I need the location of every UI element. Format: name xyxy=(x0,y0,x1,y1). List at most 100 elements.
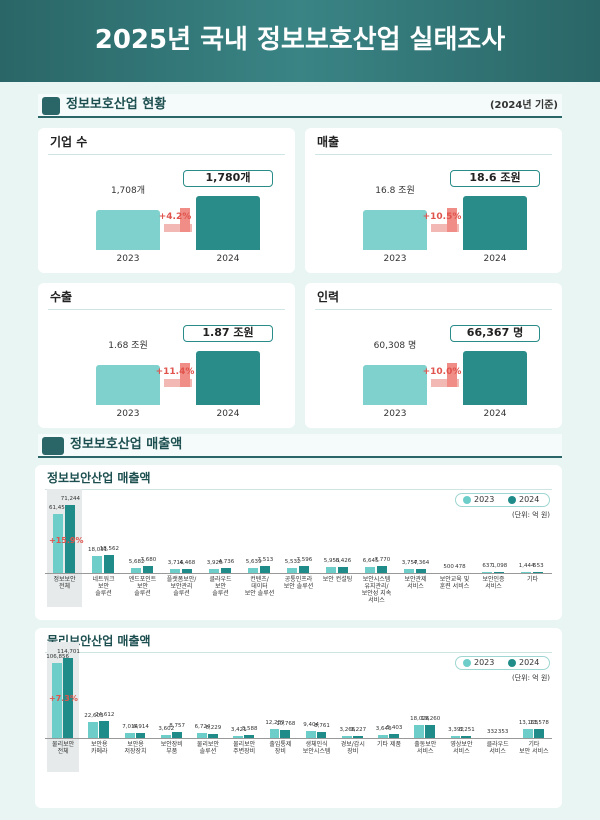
kpi-year: 2023 xyxy=(383,409,407,419)
value-label: 6,724 xyxy=(194,724,211,731)
bar xyxy=(337,566,349,573)
value-label: 5,403 xyxy=(386,725,403,732)
x-tick-label: 보안교육 및 훈련 서비스 xyxy=(439,576,470,590)
value-label: 5,953 xyxy=(323,558,340,565)
legend-swatch xyxy=(463,659,471,667)
kpi-growth: +11.4% xyxy=(155,367,195,377)
bar xyxy=(52,663,63,738)
bar xyxy=(99,720,110,738)
chart-rule xyxy=(45,652,552,653)
bar xyxy=(286,567,298,573)
x-tick-label: 경보/감시 장비 xyxy=(340,741,365,755)
value-label: 637 xyxy=(482,563,493,570)
value-label: 3,392 xyxy=(448,726,464,733)
section-note: (2024년 기준) xyxy=(489,100,558,111)
value-label: 3,920 xyxy=(206,560,223,567)
growth-arrow-head xyxy=(447,208,457,232)
legend-label: 2023 xyxy=(474,495,495,504)
kpi-block-2024 xyxy=(463,351,527,405)
legend-label: 2024 xyxy=(519,495,540,504)
kpi-rule xyxy=(315,309,552,310)
value-label: 3,227 xyxy=(350,726,367,733)
value-label: 4,736 xyxy=(218,559,235,566)
kpi-value-2024: 1.87 조원 xyxy=(183,325,273,342)
legend-swatch xyxy=(508,659,516,667)
growth-arrow xyxy=(164,379,192,387)
kpi-rule xyxy=(48,309,285,310)
kpi-year: 2024 xyxy=(216,254,240,264)
section-title: 정보보호산업 현황 xyxy=(66,97,167,112)
bar xyxy=(52,514,64,573)
x-tick-label: 생체인식 보안시스템 xyxy=(302,741,331,755)
bar xyxy=(493,571,505,573)
value-label: 6,229 xyxy=(205,724,222,731)
kpi-block-2024 xyxy=(196,351,260,405)
bar xyxy=(91,555,103,573)
bar xyxy=(533,728,544,738)
growth-arrow-head xyxy=(180,208,190,232)
kpi-value-2023: 16.8 조원 xyxy=(375,186,415,196)
x-tick-label: 정보보안 전체 xyxy=(53,576,76,590)
unit-label: (단위: 억 원) xyxy=(511,674,550,682)
value-label: 10,768 xyxy=(276,721,296,728)
bar xyxy=(142,565,154,573)
bar xyxy=(160,735,171,738)
bar xyxy=(124,733,135,738)
bar xyxy=(233,735,244,738)
x-tick-label: 보안 컨설팅 xyxy=(322,576,353,583)
kpi-year: 2023 xyxy=(383,254,407,264)
value-label: 5,639 xyxy=(245,558,262,565)
value-label: 106,856 xyxy=(46,654,70,661)
bar xyxy=(259,565,271,573)
section-icon xyxy=(42,97,60,115)
x-tick-label: 클라우드 보안 솔루션 xyxy=(209,576,232,597)
bar xyxy=(325,567,337,573)
legend-swatch xyxy=(463,496,471,504)
value-label: 3,602 xyxy=(158,726,175,733)
value-label: 18,562 xyxy=(99,546,119,553)
bar xyxy=(244,735,255,738)
kpi-growth: +4.2% xyxy=(158,212,192,222)
bar xyxy=(64,505,76,573)
x-tick-label: 보안인증 서비스 xyxy=(482,576,505,590)
chart-card xyxy=(35,628,562,808)
growth-arrow-head xyxy=(180,363,190,387)
bar xyxy=(130,567,142,573)
x-tick-label: 보안시스템 유지관리/ 보안성 지속 서비스 xyxy=(361,576,392,604)
kpi-title: 매출 xyxy=(317,135,340,149)
x-tick-label: 물리보안 솔루션 xyxy=(196,741,219,755)
kpi-value-2024: 1,780개 xyxy=(183,170,273,187)
kpi-value-2024: 66,367 명 xyxy=(450,325,540,342)
value-label: 1,444 xyxy=(518,562,535,569)
bar xyxy=(532,572,544,573)
value-label: 353 xyxy=(497,728,509,735)
bar xyxy=(316,731,327,738)
bar xyxy=(341,735,352,738)
kpi-value-2023: 1.68 조원 xyxy=(108,341,148,351)
x-tick-label: 기타 제품 xyxy=(377,741,402,748)
value-label: 3,716 xyxy=(167,560,184,567)
legend-swatch xyxy=(508,496,516,504)
bar xyxy=(247,567,259,573)
bar xyxy=(63,658,73,738)
legend-label: 2024 xyxy=(519,658,540,667)
bar xyxy=(207,733,218,738)
value-label: 22,603 xyxy=(84,713,104,720)
x-tick-label: 보안용 카메라 xyxy=(91,741,108,755)
x-tick-label: 물리보안 주변장비 xyxy=(233,741,256,755)
value-label: 8,757 xyxy=(169,722,186,729)
bar xyxy=(403,569,415,573)
kpi-growth: +10.5% xyxy=(422,212,462,222)
kpi-year: 2024 xyxy=(483,409,507,419)
bar xyxy=(103,555,115,573)
section-bar xyxy=(38,434,562,458)
bar xyxy=(208,569,220,573)
value-label: 3,266 xyxy=(339,726,356,733)
header-band xyxy=(0,0,600,82)
chart-title: 정보보안산업 매출액 xyxy=(47,471,151,485)
x-tick-label: 보안장비 부품 xyxy=(160,741,183,755)
kpi-block-2024 xyxy=(196,196,260,250)
legend-label: 2023 xyxy=(474,658,495,667)
bar xyxy=(305,731,316,738)
kpi-title: 인력 xyxy=(317,290,340,304)
